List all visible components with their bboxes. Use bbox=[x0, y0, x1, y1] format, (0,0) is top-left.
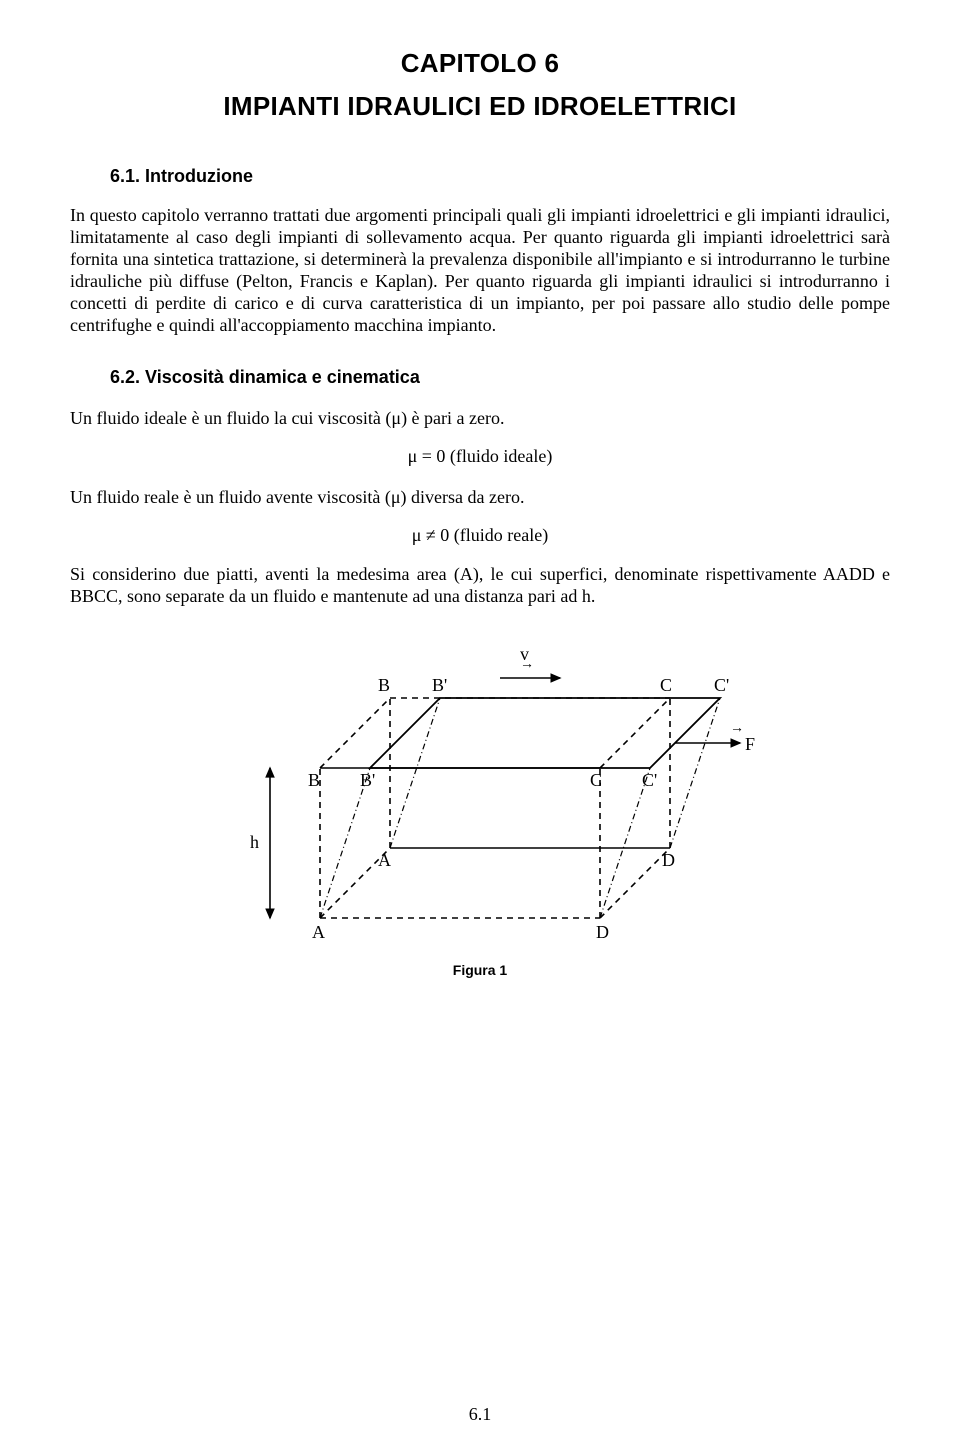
label-A-back: A bbox=[312, 922, 325, 942]
label-Bprime-back: B' bbox=[360, 770, 375, 790]
equation-real: μ ≠ 0 (fluido reale) bbox=[70, 525, 890, 546]
label-Cprime-back: C' bbox=[642, 770, 657, 790]
label-D-back: D bbox=[596, 922, 609, 942]
label-v: v bbox=[520, 644, 529, 664]
viscosity-line-3: Si considerino due piatti, aventi la med… bbox=[70, 564, 890, 608]
page-number: 6.1 bbox=[0, 1404, 960, 1425]
chapter-number: CAPITOLO 6 bbox=[70, 48, 890, 79]
label-F: F bbox=[745, 734, 755, 754]
label-B-top: B bbox=[378, 675, 390, 695]
viscosity-line-1: Un fluido ideale è un fluido la cui visc… bbox=[70, 406, 890, 430]
viscosity-line-2: Un fluido reale è un fluido avente visco… bbox=[70, 485, 890, 509]
label-A-front: A bbox=[378, 850, 391, 870]
label-F-arrow: → bbox=[730, 721, 744, 736]
label-Bprime-top: B' bbox=[432, 675, 447, 695]
figure-1-caption: Figura 1 bbox=[200, 962, 760, 978]
figure-1-svg: → v → F h A D A D B B' C C' B B' C C' bbox=[200, 638, 760, 958]
label-C-back: C bbox=[590, 770, 602, 790]
chapter-title: IMPIANTI IDRAULICI ED IDROELETTRICI bbox=[70, 91, 890, 122]
label-Cprime-top: C' bbox=[714, 675, 729, 695]
label-h: h bbox=[250, 832, 259, 852]
intro-paragraph: In questo capitolo verranno trattati due… bbox=[70, 205, 890, 337]
label-D-front: D bbox=[662, 850, 675, 870]
figure-1: → v → F h A D A D B B' C C' B B' C C' Fi… bbox=[200, 638, 760, 978]
page: CAPITOLO 6 IMPIANTI IDRAULICI ED IDROELE… bbox=[0, 0, 960, 1455]
section-6-1-heading: 6.1. Introduzione bbox=[110, 166, 890, 187]
section-6-2-heading: 6.2. Viscosità dinamica e cinematica bbox=[110, 367, 890, 388]
label-C-top: C bbox=[660, 675, 672, 695]
equation-ideal: μ = 0 (fluido ideale) bbox=[70, 446, 890, 467]
label-B-back: B bbox=[308, 770, 320, 790]
